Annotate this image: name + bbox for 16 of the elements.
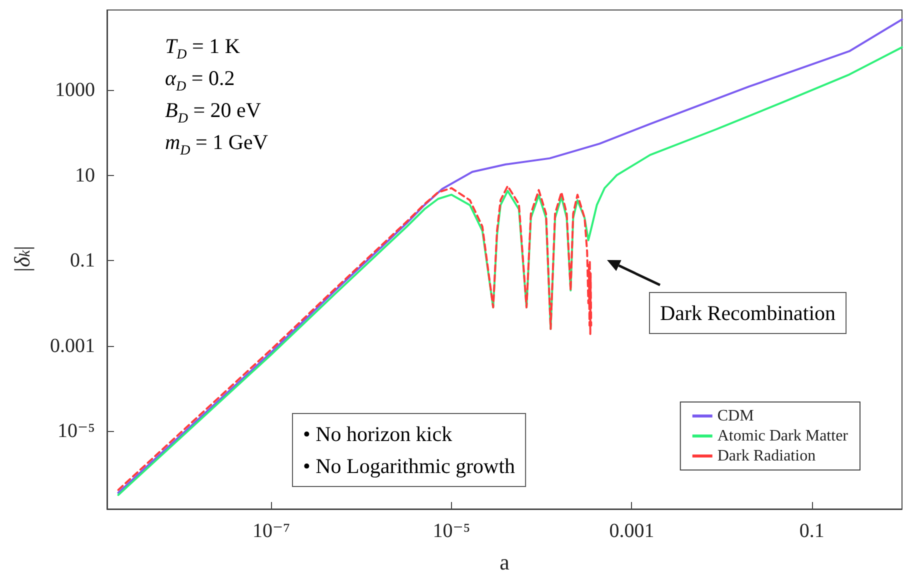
y-axis-title: |δk| (10, 246, 34, 274)
legend-label: Dark Radiation (717, 448, 816, 464)
legend-label: Atomic Dark Matter (717, 428, 849, 444)
annotation: • No horizon kick • No Logarithmic growth (303, 422, 516, 478)
y-tick-label: 10 (75, 164, 95, 186)
y-tick-label: 10⁻⁵ (57, 420, 95, 442)
annotation: Dark Recombination (660, 301, 836, 325)
x-axis-title: a (500, 550, 510, 574)
y-tick-label: 0.1 (70, 250, 95, 272)
y-tick-label: 1000 (55, 78, 95, 101)
x-tick-label: 0.001 (609, 520, 654, 542)
legend-label: CDM (717, 408, 754, 424)
x-tick-label: 10⁻⁷ (252, 520, 290, 542)
y-tick-label: 0.001 (50, 334, 95, 357)
x-tick-label: 0.1 (799, 520, 824, 542)
x-tick-label: 10⁻⁵ (432, 520, 470, 542)
